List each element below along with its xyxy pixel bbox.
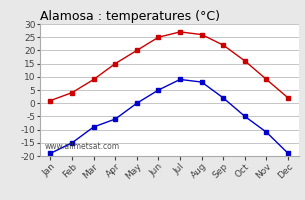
- Text: www.allmetsat.com: www.allmetsat.com: [45, 142, 120, 151]
- Text: Alamosa : temperatures (°C): Alamosa : temperatures (°C): [40, 10, 220, 23]
